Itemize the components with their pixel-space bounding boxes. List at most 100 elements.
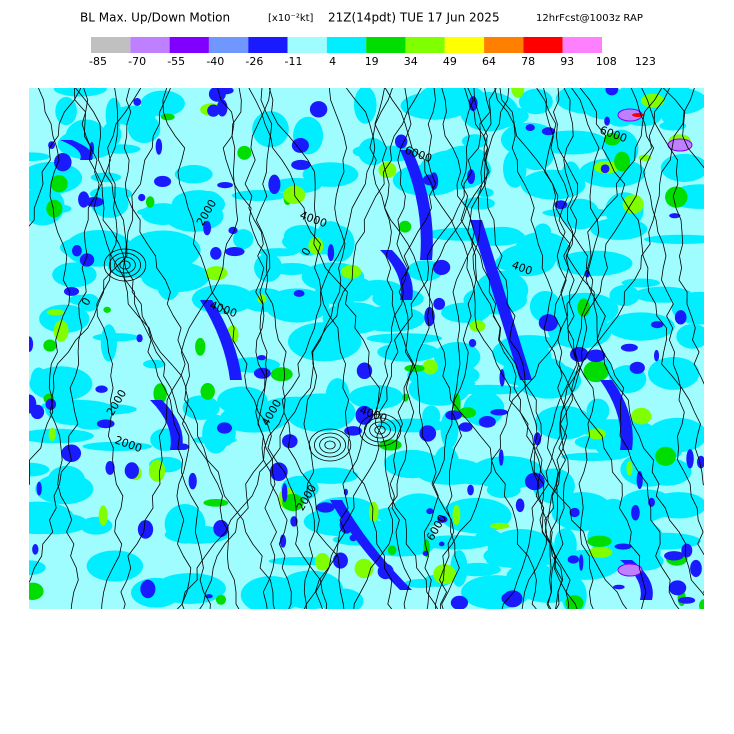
blue-patch (54, 153, 72, 172)
cyan-patch (182, 395, 220, 420)
contour-line (353, 88, 497, 609)
legend-label: 4 (329, 55, 336, 68)
cyan-patch (621, 278, 661, 288)
green-patch (153, 383, 167, 404)
blue-patch (203, 220, 212, 236)
blue-patch (541, 127, 556, 136)
blue-patch (433, 297, 446, 310)
green-patch (379, 439, 402, 451)
legend-swatch (326, 37, 367, 53)
legend-swatch (91, 37, 131, 53)
green-patch (368, 501, 379, 523)
contour-ring (103, 248, 147, 282)
cyan-patch (92, 333, 140, 342)
legend-swatch (208, 37, 249, 53)
contour-line (81, 88, 211, 609)
blue-patch (570, 346, 589, 362)
cyan-patch (646, 417, 704, 453)
contour-line (543, 88, 569, 609)
cyan-patch (90, 188, 129, 218)
blue-patch (620, 343, 638, 352)
contour-line (244, 88, 277, 609)
cyan-patch (475, 529, 502, 546)
blue-patch (669, 213, 681, 219)
blue-patch (450, 595, 469, 609)
green-patch (282, 493, 304, 511)
green-patch (404, 364, 425, 373)
legend-swatch (444, 37, 485, 53)
contour-line (199, 88, 393, 609)
cyan-patch (400, 91, 471, 120)
contour-line (346, 88, 537, 609)
blue-patch (96, 419, 115, 429)
blue-patch (279, 534, 287, 548)
cyan-patch (29, 152, 50, 162)
blue-patch (498, 449, 504, 466)
blue-band (60, 140, 93, 160)
contour-line (75, 88, 275, 609)
legend-swatch (366, 37, 406, 53)
contour-line (303, 88, 348, 609)
blue-band (600, 380, 633, 450)
blue-patch (614, 543, 632, 550)
contour-line (579, 88, 704, 486)
blue-patch (349, 534, 358, 542)
blue-patch (515, 498, 525, 513)
contour-line (499, 88, 704, 597)
green-patch (565, 595, 584, 609)
blue-patch (291, 137, 309, 153)
cyan-patch (302, 162, 359, 187)
cyan-patch (152, 92, 178, 118)
green-patch (237, 145, 252, 160)
contour-line (374, 88, 455, 609)
blue-patch (105, 460, 115, 475)
blue-patch (567, 555, 580, 564)
contour-line (248, 88, 292, 609)
green-patch (203, 498, 229, 507)
legend-swatch (130, 37, 170, 53)
green-patch (283, 185, 306, 204)
contour-line (464, 88, 578, 609)
green-patch (631, 407, 652, 425)
green-patch (205, 266, 228, 281)
green-patch (98, 505, 108, 526)
cyan-patch (462, 197, 495, 210)
cyan-patch (614, 368, 640, 391)
blue-patch (327, 244, 335, 262)
green-patch (160, 113, 175, 121)
blue-patch (133, 97, 142, 106)
blue-patch (61, 444, 82, 463)
legend-swatch (248, 37, 288, 53)
green-patch (195, 337, 206, 356)
cyan-patch (52, 262, 97, 288)
contour-line (176, 88, 422, 609)
blue-patch (78, 191, 90, 208)
blue-patch (32, 544, 39, 555)
cyan-patch (164, 504, 206, 544)
blue-patch (339, 516, 354, 534)
blue-patch (188, 472, 197, 490)
valid-time: 21Z(14pdt) TUE 17 Jun 2025 (328, 11, 500, 25)
blue-patch (578, 554, 584, 571)
blue-patch (681, 543, 693, 558)
cyan-patch (556, 250, 633, 276)
contour-line (571, 88, 600, 609)
cyan-patch (660, 153, 704, 182)
green-patch (215, 594, 226, 605)
green-patch (308, 237, 324, 255)
green-patch (354, 558, 374, 579)
contour-line (460, 88, 564, 609)
blue-patch (136, 334, 143, 343)
cyan-patch (143, 359, 166, 369)
cyan-patch (30, 367, 47, 392)
contour-ring (369, 421, 391, 439)
cyan-patch (648, 356, 700, 390)
legend-swatch (562, 37, 602, 53)
green-patch (614, 151, 630, 172)
cyan-patch (676, 323, 704, 349)
green-patch (655, 446, 676, 466)
green-patch (587, 535, 612, 547)
green-patch (699, 599, 704, 609)
blue-patch (154, 175, 172, 188)
cyan-patch (29, 560, 46, 576)
